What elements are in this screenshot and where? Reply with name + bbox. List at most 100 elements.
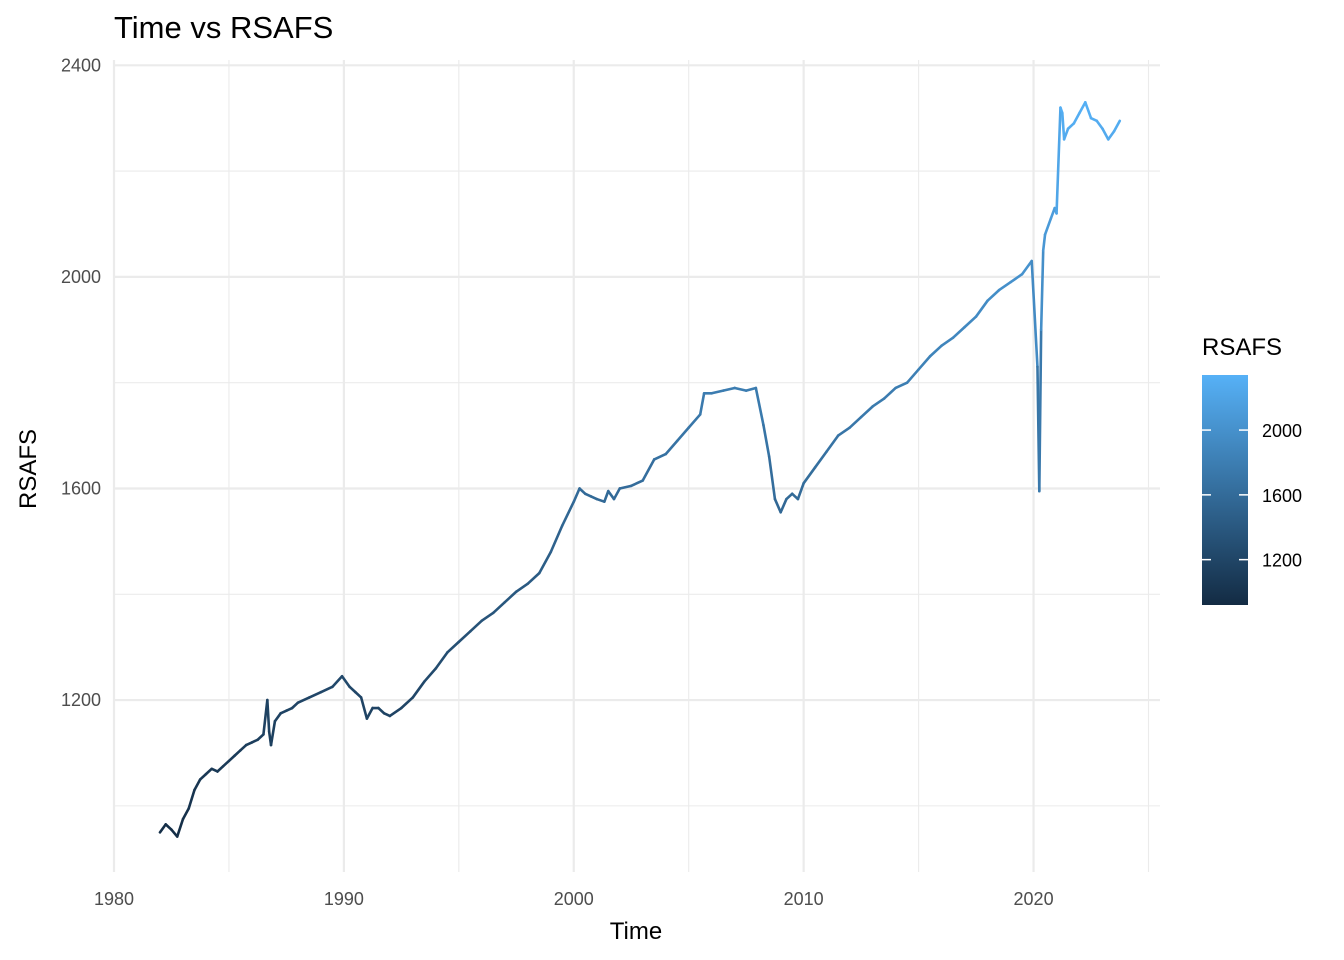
series-segment bbox=[785, 492, 794, 501]
legend-ticks: 1200 1600 2000 bbox=[1202, 421, 1302, 571]
series-segment bbox=[503, 590, 518, 604]
series-segment bbox=[698, 391, 706, 416]
series-segment bbox=[331, 674, 344, 689]
series-segment bbox=[164, 823, 173, 831]
color-legend: RSAFS 1200 1600 2000 bbox=[1202, 334, 1302, 605]
series-segment bbox=[423, 667, 438, 683]
series-segment bbox=[1106, 130, 1116, 141]
series-segment bbox=[1062, 127, 1070, 141]
series-segment bbox=[721, 386, 737, 392]
series-segment bbox=[1009, 272, 1024, 284]
series-segment bbox=[290, 701, 300, 710]
series-segment bbox=[198, 772, 208, 781]
series-segment bbox=[744, 386, 758, 392]
series-segment bbox=[1039, 249, 1045, 332]
series-segment bbox=[216, 764, 225, 773]
series-segment bbox=[1020, 259, 1034, 276]
legend-tick-label: 1200 bbox=[1262, 551, 1302, 571]
legend-title: RSAFS bbox=[1202, 334, 1282, 361]
series-segment bbox=[354, 690, 363, 699]
series-segment bbox=[266, 698, 271, 734]
series-segment bbox=[340, 674, 351, 689]
series-segment bbox=[269, 719, 277, 747]
series-segment bbox=[411, 680, 426, 699]
series-segment bbox=[603, 489, 610, 504]
series-segment bbox=[825, 434, 840, 453]
series-segment bbox=[359, 696, 369, 720]
series-segment bbox=[894, 381, 909, 390]
series-segment bbox=[221, 759, 231, 768]
y-axis-title: RSAFS bbox=[15, 429, 42, 509]
series-segment bbox=[675, 426, 691, 443]
series-segment bbox=[1101, 127, 1110, 141]
series-segment bbox=[612, 487, 622, 501]
series-segment bbox=[1095, 119, 1104, 131]
series-segment bbox=[549, 524, 564, 554]
series-segment bbox=[905, 368, 920, 384]
series-segment bbox=[986, 288, 1001, 302]
series-segment bbox=[754, 386, 765, 427]
series-segment bbox=[181, 807, 191, 821]
series-segment bbox=[1060, 111, 1066, 141]
series-segment bbox=[492, 600, 507, 615]
series-segment bbox=[193, 778, 202, 792]
series-segment bbox=[572, 487, 581, 504]
series-segment bbox=[175, 817, 185, 838]
series-segment bbox=[480, 611, 495, 623]
y-tick-label: 2400 bbox=[61, 55, 101, 75]
x-tick-label: 2000 bbox=[554, 889, 594, 909]
series-segment bbox=[1041, 233, 1047, 252]
series-segment bbox=[187, 788, 196, 810]
series-segment bbox=[233, 749, 242, 757]
series-segment bbox=[388, 706, 403, 718]
legend-tick-label: 1600 bbox=[1262, 486, 1302, 506]
y-tick-label: 2000 bbox=[61, 267, 101, 287]
series-segment bbox=[348, 685, 357, 694]
series-segment bbox=[256, 733, 265, 742]
series-segment bbox=[204, 767, 214, 776]
series-segment bbox=[1038, 328, 1043, 493]
series-segment bbox=[457, 630, 472, 644]
series-segment bbox=[1083, 101, 1093, 120]
series-segment bbox=[813, 450, 828, 469]
series-segment bbox=[618, 484, 633, 490]
series-segment bbox=[537, 550, 553, 575]
series-segment bbox=[871, 397, 886, 408]
series-segment bbox=[779, 497, 788, 514]
x-tick-label: 1990 bbox=[324, 889, 364, 909]
series-segment bbox=[227, 754, 236, 763]
series-segment bbox=[664, 439, 679, 456]
x-tick-label: 2020 bbox=[1014, 889, 1054, 909]
series-segment bbox=[963, 315, 978, 329]
series-segment bbox=[1055, 106, 1062, 215]
series-segment bbox=[629, 479, 645, 488]
series-segment bbox=[848, 415, 863, 429]
series-segment bbox=[928, 344, 943, 358]
series-segment bbox=[917, 354, 932, 371]
series-segment bbox=[951, 325, 966, 340]
x-axis-title: Time bbox=[610, 918, 662, 945]
x-tick-label: 2010 bbox=[784, 889, 824, 909]
series-segment bbox=[434, 651, 449, 670]
series-segment bbox=[1030, 259, 1039, 369]
series-segment bbox=[526, 571, 541, 586]
series-segment bbox=[710, 389, 725, 395]
series-segment bbox=[974, 299, 989, 318]
y-tick-label: 1600 bbox=[61, 478, 101, 498]
series-segment bbox=[308, 690, 323, 699]
series-segment bbox=[595, 497, 606, 504]
legend-colorbar bbox=[1202, 375, 1248, 605]
series-segment bbox=[997, 280, 1012, 292]
series-segment bbox=[652, 452, 668, 461]
series-segment bbox=[762, 423, 771, 459]
series-segment bbox=[158, 823, 168, 834]
y-axis-ticks: 1200 1600 2000 2400 bbox=[61, 55, 101, 710]
series-segment bbox=[687, 413, 702, 429]
series-segment bbox=[882, 386, 897, 400]
grid-lines bbox=[112, 60, 1160, 872]
chart-title: Time vs RSAFS bbox=[114, 10, 333, 45]
series-segment bbox=[560, 500, 576, 527]
series-segment bbox=[273, 712, 282, 723]
series-segment bbox=[767, 455, 777, 501]
